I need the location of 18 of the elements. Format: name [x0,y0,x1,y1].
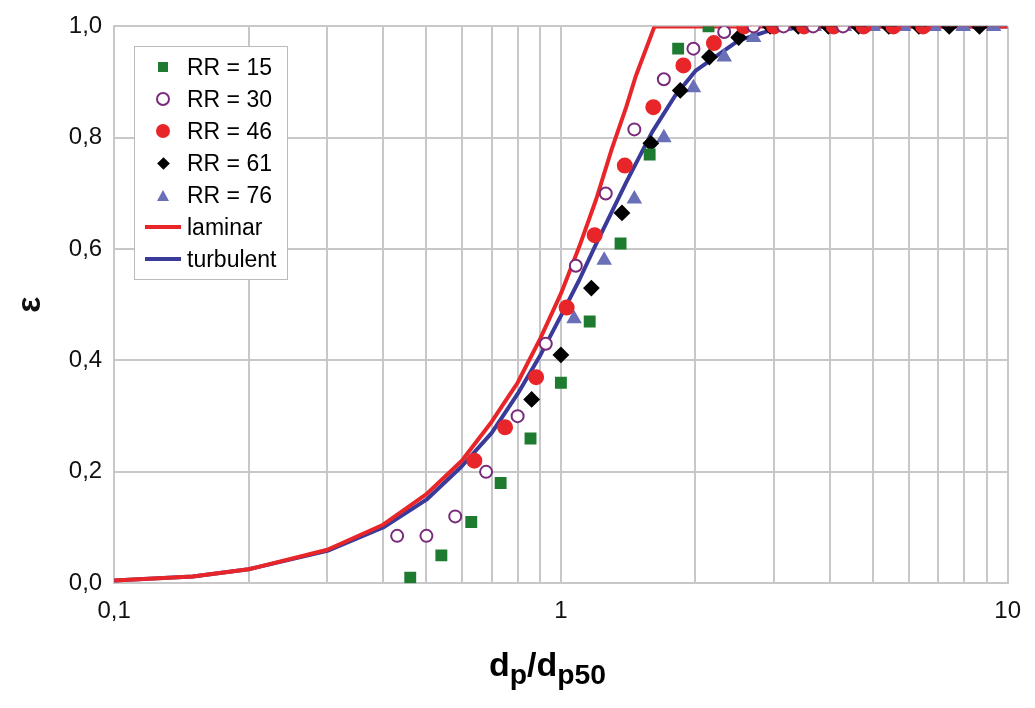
y-tick-label: 0,2 [68,456,103,484]
y-axis-title: ε [8,296,47,313]
x-tick-label: 1 [554,596,568,624]
y-tick-label: 0,8 [68,122,103,150]
legend-label: RR = 46 [187,117,273,146]
legend-label: RR = 61 [187,149,273,178]
y-tick-label: 0,4 [68,345,103,373]
legend-label: turbulent [187,245,277,274]
legend-label: RR = 76 [187,181,273,210]
legend-label: laminar [187,213,263,242]
y-tick-label: 0,6 [68,233,103,261]
x-axis-title: d$_{p}$/d$_{p50}$ [487,645,608,691]
legend-label: RR = 15 [187,53,273,82]
x-tick-label: 10 [994,596,1021,624]
y-tick-label: 1,0 [68,11,103,39]
y-tick-label: 0,0 [68,567,103,595]
legend-label: RR = 30 [187,85,273,114]
x-tick-label: 0,1 [97,596,131,624]
